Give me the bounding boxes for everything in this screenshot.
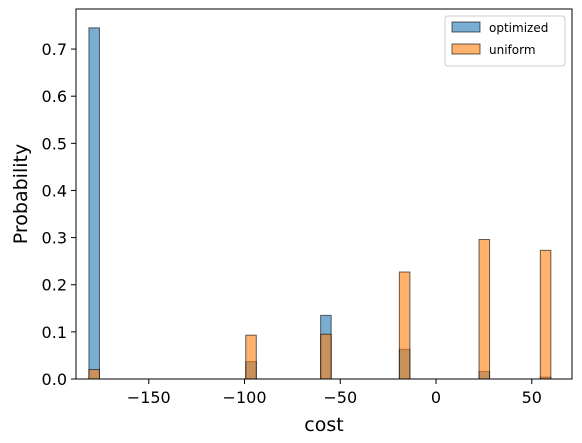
bars-layer — [88, 27, 552, 380]
y-tick-label: 0.1 — [42, 323, 67, 342]
y-tick-label: 0.3 — [42, 229, 67, 248]
bar-uniform-3 — [398, 271, 411, 380]
y-tick-label: 0.2 — [42, 276, 67, 295]
bar-optimized-0 — [88, 27, 100, 380]
y-axis-title: Probability — [10, 144, 32, 244]
axes-frame — [75, 8, 573, 380]
bar-uniform-2 — [320, 333, 332, 380]
x-axis-title: cost — [304, 414, 343, 436]
legend-swatch-uniform — [451, 43, 481, 55]
y-tick-label: 0.4 — [42, 181, 67, 200]
bar-uniform-4 — [478, 238, 491, 380]
legend-label-optimized: optimized — [489, 21, 548, 35]
y-tick-label: 0.5 — [42, 134, 67, 153]
legend-label-uniform: uniform — [489, 43, 536, 57]
legend: optimized uniform — [444, 15, 566, 67]
y-tick-label: 0.0 — [42, 370, 67, 389]
x-tick-label: −100 — [223, 388, 267, 407]
bar-uniform-1 — [245, 334, 257, 380]
x-tick-label: −50 — [323, 388, 357, 407]
x-tick-label: 0 — [431, 388, 441, 407]
bar-uniform-0 — [88, 369, 100, 380]
bar-uniform-5 — [539, 249, 552, 380]
x-tick-label: −150 — [127, 388, 171, 407]
y-tick-label: 0.6 — [42, 87, 67, 106]
y-tick-label: 0.7 — [42, 40, 67, 59]
legend-swatch-optimized — [451, 21, 481, 33]
x-tick-label: 50 — [522, 388, 542, 407]
ticks-layer: −150 −100 −50 0 50 0.0 0.1 0.2 0.3 0.4 0.5 0.6 0.7 — [42, 40, 542, 407]
